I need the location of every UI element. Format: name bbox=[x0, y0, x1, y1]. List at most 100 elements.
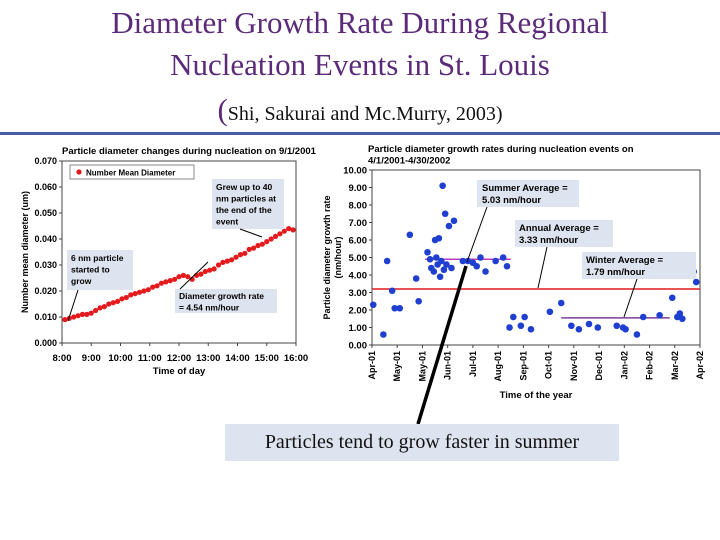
chart2-ytick-label: 1.00 bbox=[349, 323, 368, 334]
chart1-data-point bbox=[88, 310, 94, 316]
chart2-annotation-arrow bbox=[466, 206, 488, 263]
chart1-legend-box bbox=[69, 164, 195, 180]
slide-title-line-1: Diameter Growth Rate During Regional bbox=[111, 5, 609, 40]
chart2-xtick-label: Dec-01 bbox=[594, 351, 604, 381]
chart2-data-point bbox=[448, 264, 455, 272]
chart2-xtick-label: Apr-02 bbox=[695, 351, 705, 380]
chart2-data-point bbox=[436, 273, 444, 281]
chart2-data-point bbox=[594, 324, 602, 331]
chart1-annotation-arrow bbox=[179, 261, 209, 290]
chart2-data-point bbox=[433, 254, 440, 261]
chart2-xtick-label: Nov-01 bbox=[569, 351, 579, 381]
chart2-xtick-label: Oct-01 bbox=[544, 351, 554, 379]
chart2-data-point bbox=[656, 311, 663, 319]
chart1-data-point bbox=[211, 266, 217, 272]
chart2-ytick-label: 6.00 bbox=[349, 236, 368, 247]
chart1-data-point bbox=[259, 241, 265, 247]
chart2-ylabel: Particle diameter growth rate(nm/hour) bbox=[322, 195, 343, 319]
chart2-data-point bbox=[568, 322, 575, 330]
chart2-data-point bbox=[473, 262, 481, 270]
chart1-data-point bbox=[220, 259, 226, 265]
chart2-data-point bbox=[424, 248, 431, 256]
chart1-data-point bbox=[224, 258, 230, 264]
chart2-xtick-label: Jan-02 bbox=[619, 351, 629, 380]
chart1-data-point bbox=[250, 245, 257, 251]
chart2-ytick-label: 10.00 bbox=[343, 166, 367, 177]
chart1-xlabel: Time of day bbox=[153, 366, 206, 377]
chart2-data-point bbox=[557, 299, 565, 307]
chart1-data-point bbox=[132, 291, 138, 297]
chart2-data-point bbox=[445, 222, 453, 230]
chart2-data-point bbox=[412, 275, 420, 282]
chart1-annotation-arrow bbox=[239, 228, 263, 238]
chart2-xtick-label: Feb-02 bbox=[645, 351, 655, 380]
chart1-data-point bbox=[268, 236, 274, 242]
chart2-summer-average-label: Summer Average = 5.03 nm/hour bbox=[482, 183, 568, 206]
chart2-data-point bbox=[406, 231, 414, 239]
chart1-data-point bbox=[185, 274, 191, 280]
chart1-annotation-arrow bbox=[67, 289, 79, 322]
chart2-data-point bbox=[482, 268, 489, 275]
chart1-data-point bbox=[272, 233, 279, 239]
chart1-data-point bbox=[233, 254, 239, 260]
chart1-data-point bbox=[246, 246, 252, 252]
chart1-ytick-label: 0.050 bbox=[34, 208, 57, 218]
chart2-data-point bbox=[440, 266, 448, 274]
chart1-xtick-label: 9:00 bbox=[82, 353, 101, 364]
chart1-data-point bbox=[237, 252, 244, 258]
chart1-annotation-end: Grew up to 40 nm particles at the end of t… bbox=[216, 182, 276, 227]
chart1-data-point bbox=[93, 307, 99, 314]
chart1-annotation-box bbox=[212, 179, 284, 229]
chart1-data-point bbox=[141, 288, 147, 294]
chart1-ytick-label: 0.000 bbox=[34, 338, 57, 348]
chart1-ylabel: Number mean diameter (um) bbox=[20, 191, 30, 313]
chart2-xtick-label: Sep-01 bbox=[518, 351, 528, 381]
chart1-ytick-label: 0.060 bbox=[34, 182, 57, 192]
chart1-xtick-label: 10:00 bbox=[108, 353, 132, 364]
chart1-data-point bbox=[290, 227, 296, 233]
chart2-xtick-label: May-01 bbox=[417, 351, 427, 382]
chart1-annotation-box bbox=[175, 289, 277, 313]
chart2-ytick-label: 7.00 bbox=[349, 218, 368, 229]
chart2-annotation-arrow bbox=[623, 278, 638, 318]
chart2-data-point bbox=[450, 217, 458, 225]
chart1-xtick-label: 8:00 bbox=[52, 353, 71, 364]
chart2-data-point bbox=[613, 322, 621, 330]
chart1-annotation-start: 6 nm particle started to grow bbox=[71, 253, 124, 286]
citation-open-paren: ( bbox=[217, 92, 228, 127]
chart2-data-point bbox=[585, 320, 593, 328]
chart2-data-point bbox=[499, 254, 507, 261]
chart1-data-point bbox=[97, 305, 103, 311]
chart2-ytick-label: 5.00 bbox=[349, 253, 368, 264]
chart1-data-point bbox=[163, 279, 169, 285]
chart1-data-point bbox=[119, 296, 125, 302]
chart2-data-point bbox=[430, 268, 438, 275]
slide-title-line-2: Nucleation Events in St. Louis bbox=[170, 47, 550, 82]
chart2-data-point bbox=[388, 287, 396, 295]
chart1-data-point bbox=[154, 283, 160, 289]
chart2-data-point bbox=[391, 304, 399, 312]
chart2-data-point bbox=[477, 254, 484, 261]
chart1-data-point bbox=[75, 313, 81, 319]
chart1-data-point bbox=[62, 317, 68, 323]
chart1-data-point bbox=[110, 300, 116, 306]
chart1-title: Particle diameter changes during nucleat… bbox=[62, 146, 317, 157]
chart1-xtick-label: 16:00 bbox=[284, 353, 308, 364]
chart1-data-point bbox=[114, 298, 121, 304]
slide-citation: (Shi, Sakurai and Mc.Murry, 2003) bbox=[0, 90, 720, 130]
chart2-ytick-label: 3.00 bbox=[349, 288, 368, 299]
chart1-data-point bbox=[180, 272, 186, 278]
chart2-data-point bbox=[396, 304, 404, 312]
chart1-data-point bbox=[167, 278, 173, 284]
chart2-data-point bbox=[439, 182, 446, 190]
chart2-data-point bbox=[435, 234, 443, 242]
chart1-data-point bbox=[207, 267, 213, 273]
chart1-data-point bbox=[136, 289, 143, 295]
chart1-data-point bbox=[286, 226, 292, 232]
chart2-data-point bbox=[438, 257, 445, 265]
chart1-data-point bbox=[158, 280, 165, 286]
chart1-xtick-label: 12:00 bbox=[167, 353, 191, 364]
chart1-xtick-label: 11:00 bbox=[138, 353, 162, 364]
chart2-data-point bbox=[517, 322, 525, 330]
